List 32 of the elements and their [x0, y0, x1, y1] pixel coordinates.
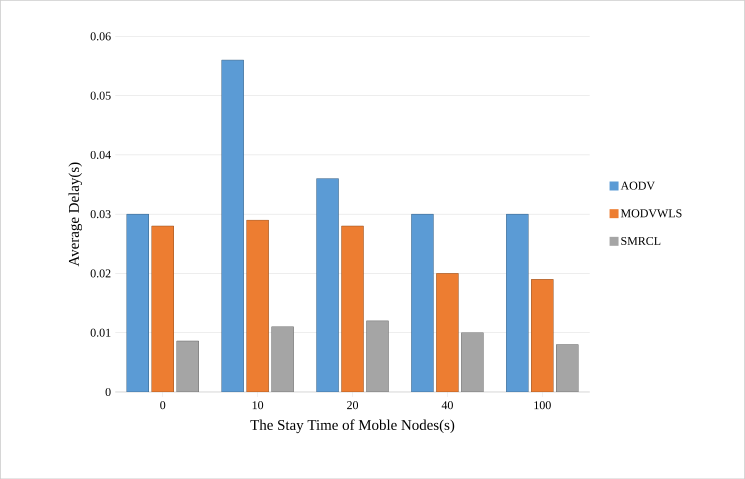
y-tick-label: 0.03: [90, 210, 111, 218]
x-tick-label: 0: [160, 401, 166, 410]
bar: [436, 273, 459, 392]
x-tick-label: 20: [347, 401, 358, 410]
bar: [341, 226, 364, 392]
bar: [461, 332, 484, 392]
bar: [506, 214, 529, 392]
bar: [316, 178, 339, 392]
legend-label: MODVWLS: [620, 209, 682, 218]
x-tick-label: 10: [252, 401, 264, 410]
bar: [531, 278, 554, 392]
bar: [151, 226, 174, 392]
bar: [126, 214, 149, 392]
x-tick-label: 100: [534, 401, 551, 410]
bar: [411, 214, 434, 392]
x-axis-title: The Stay Time of Moble Nodes(s): [250, 419, 454, 433]
y-tick-label: 0: [106, 388, 111, 396]
y-tick-label: 0.04: [90, 150, 111, 159]
legend-label: AODV: [620, 182, 655, 190]
bar: [556, 344, 579, 392]
y-axis-title: Average Delay(s): [68, 162, 82, 266]
bar: [246, 220, 269, 392]
bar: [176, 340, 199, 392]
x-tick-label: 40: [442, 401, 453, 410]
bar: [271, 326, 294, 392]
legend-label: SMRCL: [621, 236, 660, 245]
bar: [366, 320, 389, 392]
y-tick-label: 0.06: [90, 32, 111, 40]
y-tick-label: 0.02: [90, 269, 110, 278]
y-tick-label: 0.01: [90, 328, 110, 337]
y-tick-label: 0.05: [90, 91, 111, 100]
bar: [221, 60, 244, 392]
